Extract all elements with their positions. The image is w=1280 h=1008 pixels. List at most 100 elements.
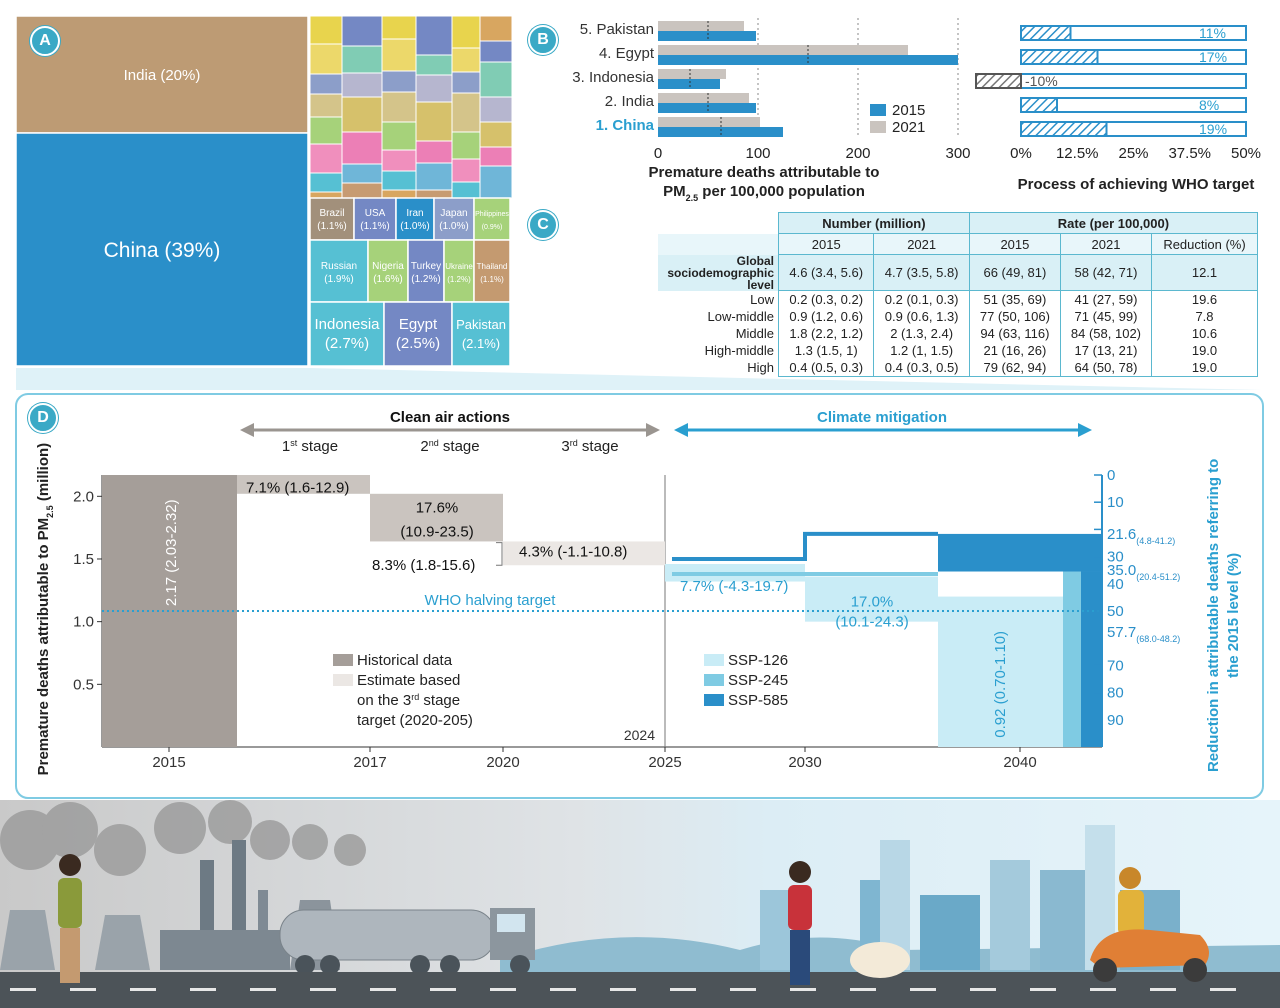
- treemap-country-cell: [309, 191, 343, 199]
- table-cell: 1.2 (1, 1.5): [873, 342, 970, 359]
- y-tick-label: 2.0: [73, 488, 94, 505]
- treemap-country-cell: [381, 121, 417, 151]
- bar-2015: [658, 127, 783, 137]
- bar-2021: [658, 93, 749, 103]
- scenario-ssp245-bar: [1063, 571, 1081, 747]
- treemap-country-share: (1.2%): [411, 274, 440, 285]
- right-axis-scenario-level: 35.0(20.4-51.2): [1107, 562, 1180, 582]
- treemap-country-share: (2.5%): [396, 335, 440, 352]
- table-cell: 4.6 (3.4, 5.6): [777, 254, 875, 291]
- table-cell: 64 (50, 78): [1059, 359, 1153, 377]
- scenario-label-ssp126-a: 17.0%: [851, 594, 894, 611]
- table-cell: 77 (50, 106): [968, 308, 1061, 325]
- y-tick-label: 1.0: [73, 614, 94, 631]
- bar-2015: [658, 31, 756, 41]
- treemap-country-share: (1.9%): [324, 274, 353, 285]
- treemap-country-share: (1.1%): [360, 221, 389, 232]
- stage-label: 3rd stage: [561, 438, 618, 455]
- treemap-country-cell: [353, 197, 397, 241]
- legend-swatch-scenario: [704, 674, 724, 686]
- legend-swatch-scenario: [704, 654, 724, 666]
- legend-label-scenario: SSP-585: [728, 692, 788, 709]
- treemap-country-share: (1.1%): [317, 221, 346, 232]
- right-axis-tick-label: 30: [1107, 549, 1124, 566]
- table-cell: 19.0: [1151, 359, 1258, 377]
- right-axis-tick-label: 10: [1107, 494, 1124, 511]
- baseline-value-label: 2.17 (2.03-2.32): [163, 499, 180, 606]
- step-bar-3: [503, 541, 665, 566]
- progress-x-tick: 0%: [1010, 145, 1032, 162]
- treemap-country-cell: [415, 101, 453, 142]
- treemap-country-cell: [451, 131, 481, 160]
- table-cell: 94 (63, 116): [968, 325, 1061, 342]
- tanker-truck: [279, 908, 535, 975]
- treemap-country-cell: [383, 301, 453, 367]
- progress-fill: [1020, 25, 1072, 41]
- table-cell: 41 (27, 59): [1059, 290, 1153, 308]
- treemap-country-share: (1.0%): [400, 221, 429, 232]
- x-tick-label: 100: [745, 145, 770, 162]
- table-cell: 58 (42, 71): [1059, 254, 1153, 291]
- final-value-label: 0.92 (0.70-1.10): [992, 631, 1009, 738]
- table-cell: 0.4 (0.5, 0.3): [777, 359, 875, 377]
- treemap-country-cell: [479, 146, 513, 167]
- treemap-country-cell: [415, 15, 453, 56]
- treemap-labeled-countries: Brazil (1.1%) USA (1.1%) Iran (1.0%) Japan (1.0…: [309, 197, 511, 367]
- step-label-3: 4.3% (-1.1-10.8): [519, 543, 627, 560]
- right-axis-tick-label: 70: [1107, 657, 1124, 674]
- treemap-country-name: Thailand: [477, 262, 508, 271]
- progress-fill: [1020, 97, 1058, 113]
- table-cell: 12.1: [1151, 254, 1258, 291]
- treemap-country-cell: [309, 93, 343, 118]
- table-cell: 19.0: [1151, 342, 1258, 359]
- table-cell: 17 (13, 21): [1059, 342, 1153, 359]
- bar-2021: [658, 21, 744, 31]
- treemap-country-name: Brazil: [319, 208, 344, 219]
- progress-x-tick: 25%: [1118, 145, 1148, 162]
- treemap-country-cell: [443, 239, 475, 303]
- bar-2015: [658, 55, 958, 65]
- table-row-label: Middle: [658, 325, 779, 342]
- bar-baseline-2015: [102, 475, 237, 747]
- progress-fill: [1020, 121, 1108, 137]
- climate-title: Climate mitigation: [817, 409, 947, 426]
- legend-label-2015: 2015: [892, 102, 925, 119]
- treemap-country-cell: [381, 91, 417, 123]
- treemap-country-cell: [479, 61, 513, 98]
- treemap-country-cell: [479, 121, 513, 148]
- treemap-country-cell: [309, 43, 343, 75]
- person-with-mask: [58, 854, 82, 983]
- x-tick-label: 2020: [486, 754, 519, 771]
- legend-label-scenario: SSP-126: [728, 652, 788, 669]
- step-label-1: 7.1% (1.6-12.9): [246, 480, 349, 497]
- treemap-country-cell: [341, 45, 383, 74]
- table-cell: 51 (35, 69): [968, 290, 1061, 308]
- table-subheader: 2021: [1059, 233, 1153, 255]
- treemap-country-cell: [309, 15, 343, 45]
- progress-fill: [1020, 49, 1099, 65]
- table-cell: 71 (45, 99): [1059, 308, 1153, 325]
- bar-2021: [658, 45, 908, 55]
- who-target-label: WHO halving target: [425, 592, 557, 609]
- x-tick-label: 2015: [152, 754, 185, 771]
- table-row-label: High-middle: [658, 342, 779, 359]
- treemap-country-cell: [381, 189, 417, 199]
- category-label: 5. Pakistan: [580, 21, 654, 38]
- x-tick-label: 2030: [788, 754, 821, 771]
- scenario-ssp585-bar-right: [1081, 571, 1102, 747]
- legend-label-historical: Historical data: [357, 652, 453, 669]
- treemap-country-cell: [415, 189, 453, 199]
- right-axis-tick-label: 0: [1107, 467, 1115, 484]
- progress-value-label: -10%: [1025, 73, 1058, 89]
- y2-axis-title-2: the 2015 level (%): [1225, 553, 1242, 678]
- table-cell: 19.6: [1151, 290, 1258, 308]
- clean-air-title: Clean air actions: [390, 409, 510, 426]
- x-tick-label: 2017: [353, 754, 386, 771]
- treemap-country-name: Ukraine: [445, 262, 473, 271]
- connector-wedge: [16, 368, 1262, 390]
- treemap-country-cell: [381, 38, 417, 72]
- progress-value-label: 8%: [1199, 97, 1219, 113]
- treemap-china-cell: [15, 132, 309, 367]
- progress-x-tick: 12.5%: [1056, 145, 1099, 162]
